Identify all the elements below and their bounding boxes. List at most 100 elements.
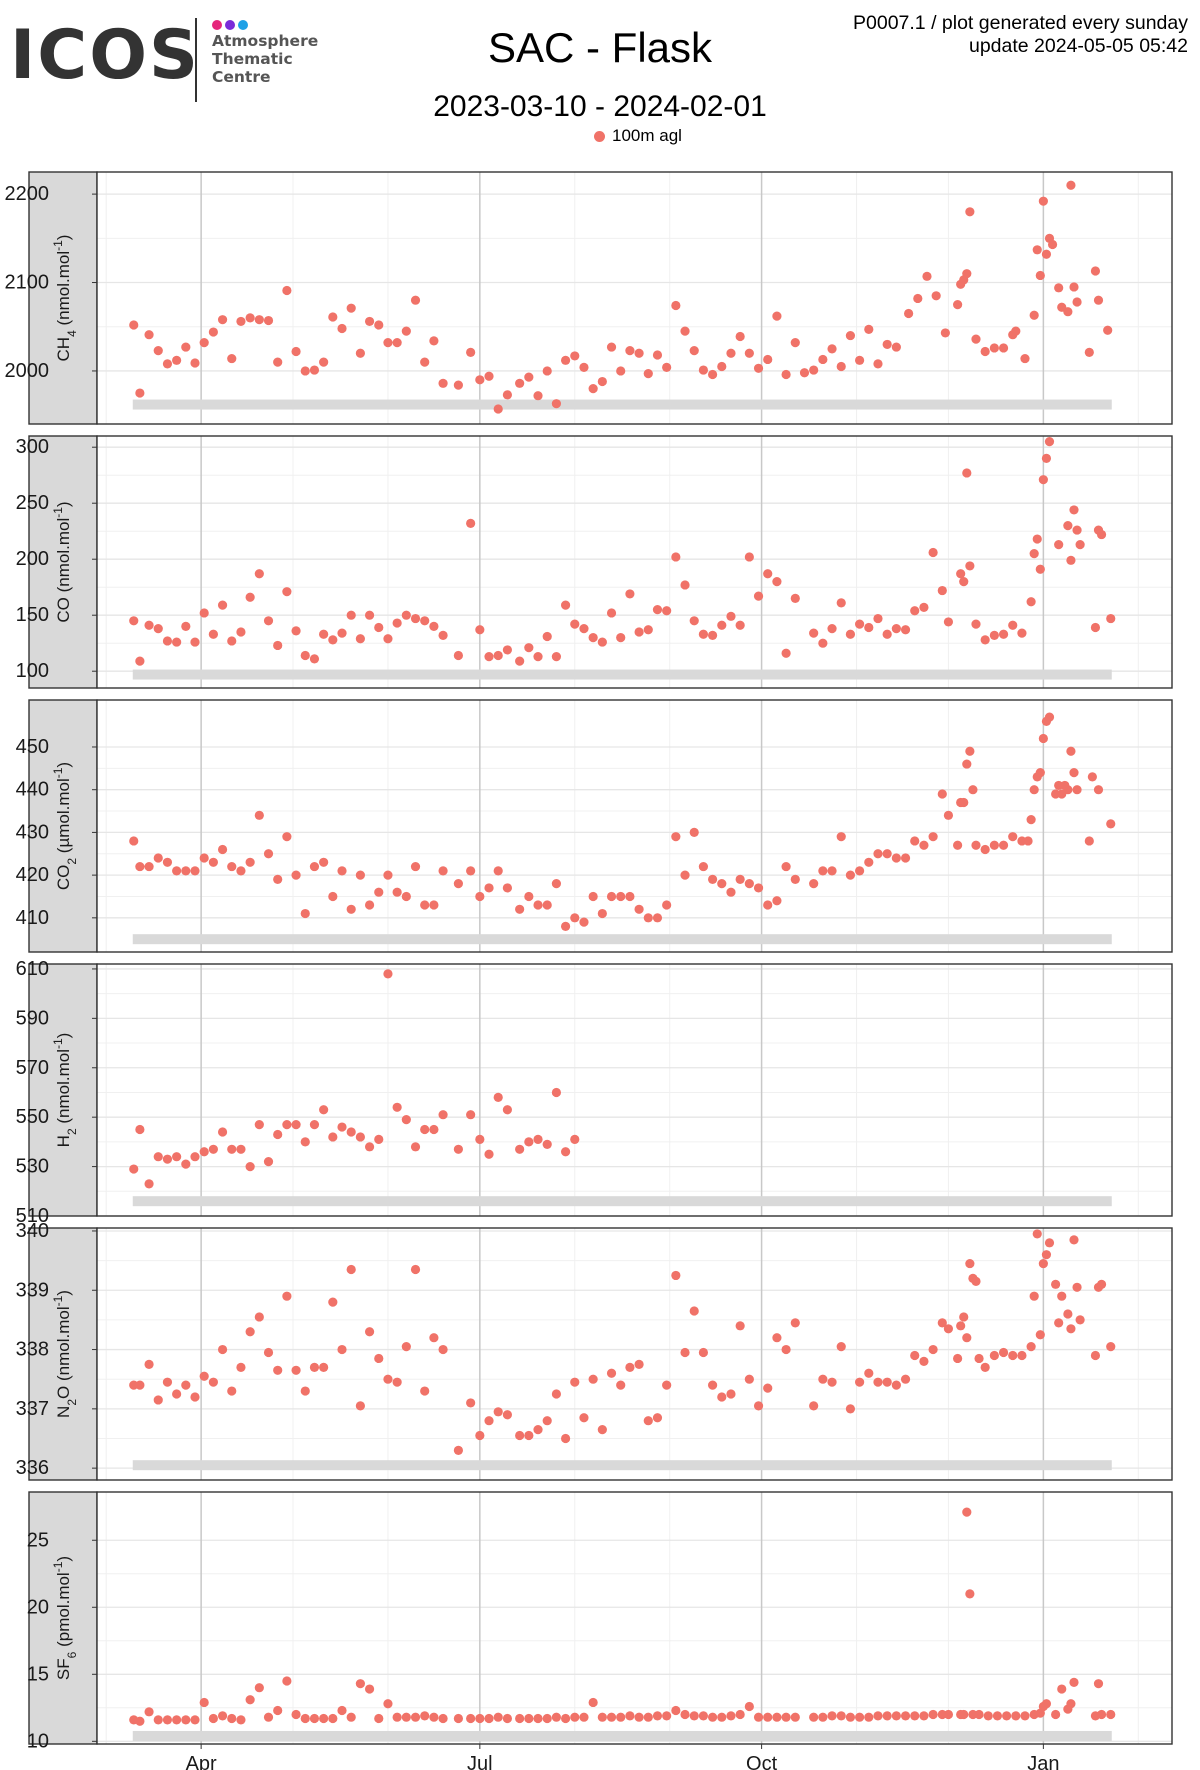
data-point [799,368,810,378]
data-point [199,1697,209,1708]
data-point [689,346,699,356]
data-point [606,1712,617,1722]
data-point [453,650,463,661]
data-point [882,849,892,859]
data-point [1020,353,1030,364]
flag-band [132,1196,1112,1207]
data-point [493,1407,503,1417]
legend-label: 100m agl [612,126,682,145]
data-point [962,1333,972,1343]
plot-area [97,436,1172,688]
data-point [707,1712,718,1722]
data-point [634,627,644,637]
y-label-main: CO [54,597,73,623]
data-point [1069,1677,1079,1687]
data-point [643,913,653,923]
data-point [273,1129,283,1140]
data-point [943,617,954,627]
data-point [662,900,672,910]
data-point [273,640,283,651]
data-point [1096,1279,1107,1289]
data-point [217,1711,228,1721]
data-point [931,291,941,301]
data-point [953,300,963,310]
data-point [606,1368,617,1378]
data-point [319,1105,329,1115]
data-point [291,346,301,357]
data-point [254,569,264,579]
data-point [199,853,209,863]
data-point [515,1144,525,1154]
data-point [744,879,754,889]
data-point [245,1695,255,1705]
data-point [374,887,384,897]
data-point [245,313,255,323]
data-point [493,866,503,876]
data-point [836,1341,846,1352]
data-point [634,1359,644,1369]
data-point [579,917,589,927]
data-point [606,608,617,618]
data-point [291,1119,301,1130]
data-point [1057,1684,1067,1694]
data-point [493,1092,503,1103]
data-point [588,891,598,902]
data-point [625,346,635,356]
data-point [873,613,883,624]
data-point [818,354,828,365]
data-point [753,363,764,373]
data-point [992,1711,1003,1721]
data-point [744,1701,754,1712]
data-point [273,357,283,367]
data-point [227,861,237,872]
data-point [420,1711,430,1721]
data-point [818,1712,828,1722]
data-point [533,1425,543,1435]
data-point [974,1353,984,1364]
data-point [410,1264,421,1275]
panel-border [96,435,1173,689]
y-tick-label: 570 [16,1057,49,1079]
data-point [662,1380,672,1390]
data-point [1084,836,1094,846]
flag-band [132,399,1112,410]
data-point [129,320,139,330]
data-point [438,1110,448,1120]
data-point [383,634,393,644]
data-point [1072,297,1082,307]
data-point [836,598,846,608]
data-point [1035,270,1045,281]
x-tick-label: Oct [746,1753,778,1770]
data-point [836,1711,846,1721]
y-label-close: ) [54,1033,73,1039]
y-label-unit: O (nmol.mol [54,1306,73,1399]
data-point [1051,1279,1061,1289]
y-label-superscript: -1 [51,1295,65,1306]
data-point [1017,1350,1027,1361]
data-point [1103,325,1113,335]
data-point [809,879,819,889]
y-label-main: CH [54,337,73,362]
flag-band [132,934,1112,945]
data-point [1011,1711,1021,1721]
logo-line-1: Atmosphere [212,32,319,50]
data-point [236,866,246,876]
data-point [466,1398,476,1408]
data-point [864,857,874,867]
data-point [689,827,699,838]
data-point [162,1154,173,1164]
data-point [524,372,534,382]
data-point [162,1715,173,1725]
data-point [429,900,439,910]
data-point [873,359,883,369]
data-point [208,1377,218,1387]
data-point [453,879,463,889]
y-label-main: CO [54,865,73,891]
data-point [410,613,421,624]
data-point [652,350,663,360]
data-point [319,629,329,639]
data-point [282,285,292,296]
data-point [199,338,209,348]
data-point [845,870,856,880]
data-point [346,1264,356,1275]
